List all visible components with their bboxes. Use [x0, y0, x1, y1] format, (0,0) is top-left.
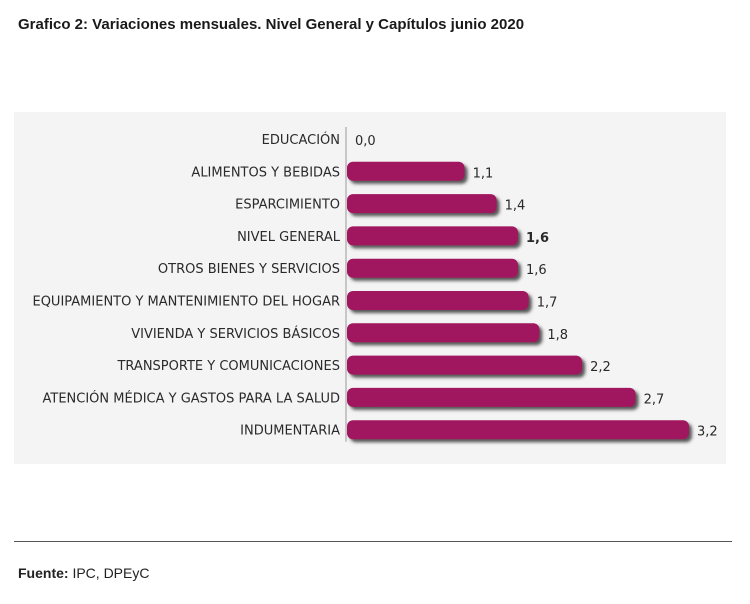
- source-text: IPC, DPEyC: [68, 565, 150, 581]
- value-label: 1,1: [473, 166, 494, 181]
- divider: [14, 541, 732, 542]
- category-label: NIVEL GENERAL: [237, 230, 341, 245]
- value-label: 0,0: [355, 134, 376, 149]
- bar: [347, 226, 518, 246]
- value-label: 3,2: [697, 425, 718, 440]
- value-label: 2,2: [590, 360, 611, 375]
- bar: [347, 194, 497, 214]
- value-label: 2,7: [644, 392, 665, 407]
- category-label: VIVIENDA Y SERVICIOS BÁSICOS: [131, 326, 340, 342]
- category-label: TRANSPORTE Y COMUNICACIONES: [116, 359, 340, 374]
- category-label: EDUCACIÓN: [262, 132, 340, 148]
- bar: [347, 323, 540, 343]
- category-label: EQUIPAMIENTO Y MANTENIMIENTO DEL HOGAR: [32, 295, 340, 310]
- value-label: 1,6: [526, 263, 547, 278]
- category-label: ESPARCIMIENTO: [235, 198, 340, 213]
- source-label: Fuente:: [18, 565, 69, 581]
- bar: [347, 355, 583, 375]
- bar: [347, 258, 518, 278]
- bar: [347, 291, 529, 310]
- chart-title: Grafico 2: Variaciones mensuales. Nivel …: [18, 16, 525, 33]
- source-note: Fuente: IPC, DPEyC: [18, 565, 149, 581]
- bar: [347, 387, 636, 407]
- bar: [347, 161, 465, 181]
- category-label: INDUMENTARIA: [240, 424, 340, 439]
- category-label: OTROS BIENES Y SERVICIOS: [158, 262, 340, 277]
- category-label: ATENCIÓN MÉDICA Y GASTOS PARA LA SALUD: [43, 390, 341, 406]
- category-label: ALIMENTOS Y BEBIDAS: [191, 165, 340, 180]
- value-label: 1,7: [537, 296, 558, 311]
- value-label: 1,4: [505, 199, 526, 214]
- value-label: 1,8: [547, 328, 568, 343]
- bar: [347, 420, 689, 440]
- value-label: 1,6: [526, 231, 549, 246]
